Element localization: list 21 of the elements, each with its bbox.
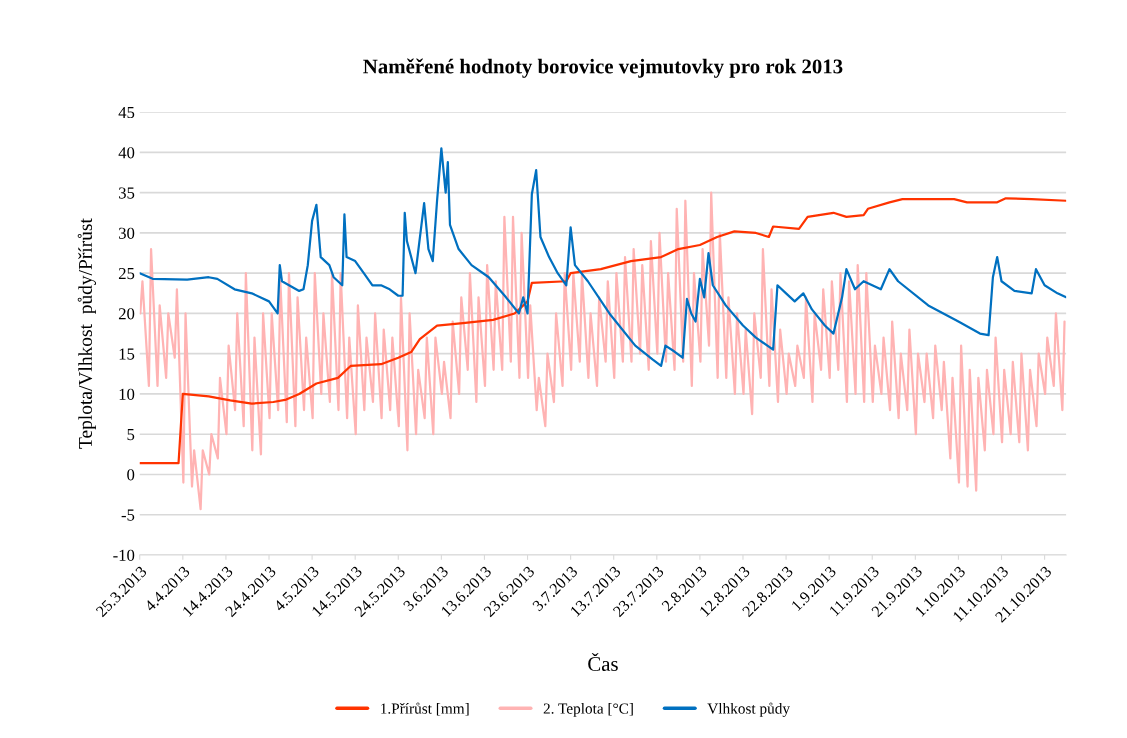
y-tick-label: 5 xyxy=(127,429,135,441)
y-axis-title: Teplota/Vlhkost půdy/Přírůst xyxy=(77,218,96,449)
line-series xyxy=(139,197,1067,465)
y-tick-label: 10 xyxy=(119,388,135,400)
y-tick-label: 20 xyxy=(118,308,135,320)
legend-label: 1.Přírůst [mm] xyxy=(381,702,469,716)
y-tick-label: 40 xyxy=(118,147,135,159)
line-series xyxy=(139,191,1066,511)
y-tick-label: 25 xyxy=(118,267,135,280)
y-tick-label: -5 xyxy=(121,509,135,521)
chart-title: Naměřené hodnoty borovice vejmutovky pro rok 2013 xyxy=(363,58,843,78)
y-tick-label: -10 xyxy=(113,549,135,561)
y-tick-label: 45 xyxy=(118,106,135,119)
line-series xyxy=(139,147,1067,367)
legend-label: 2. Teplota [°C] xyxy=(543,702,633,717)
legend-label: Vlhkost půdy xyxy=(707,702,790,717)
y-tick-label: 30 xyxy=(119,227,135,239)
y-tick-label: 15 xyxy=(119,348,135,360)
y-tick-label: 0 xyxy=(127,469,135,481)
x-axis-title: Čas xyxy=(588,652,618,671)
y-tick-label: 35 xyxy=(119,187,135,199)
